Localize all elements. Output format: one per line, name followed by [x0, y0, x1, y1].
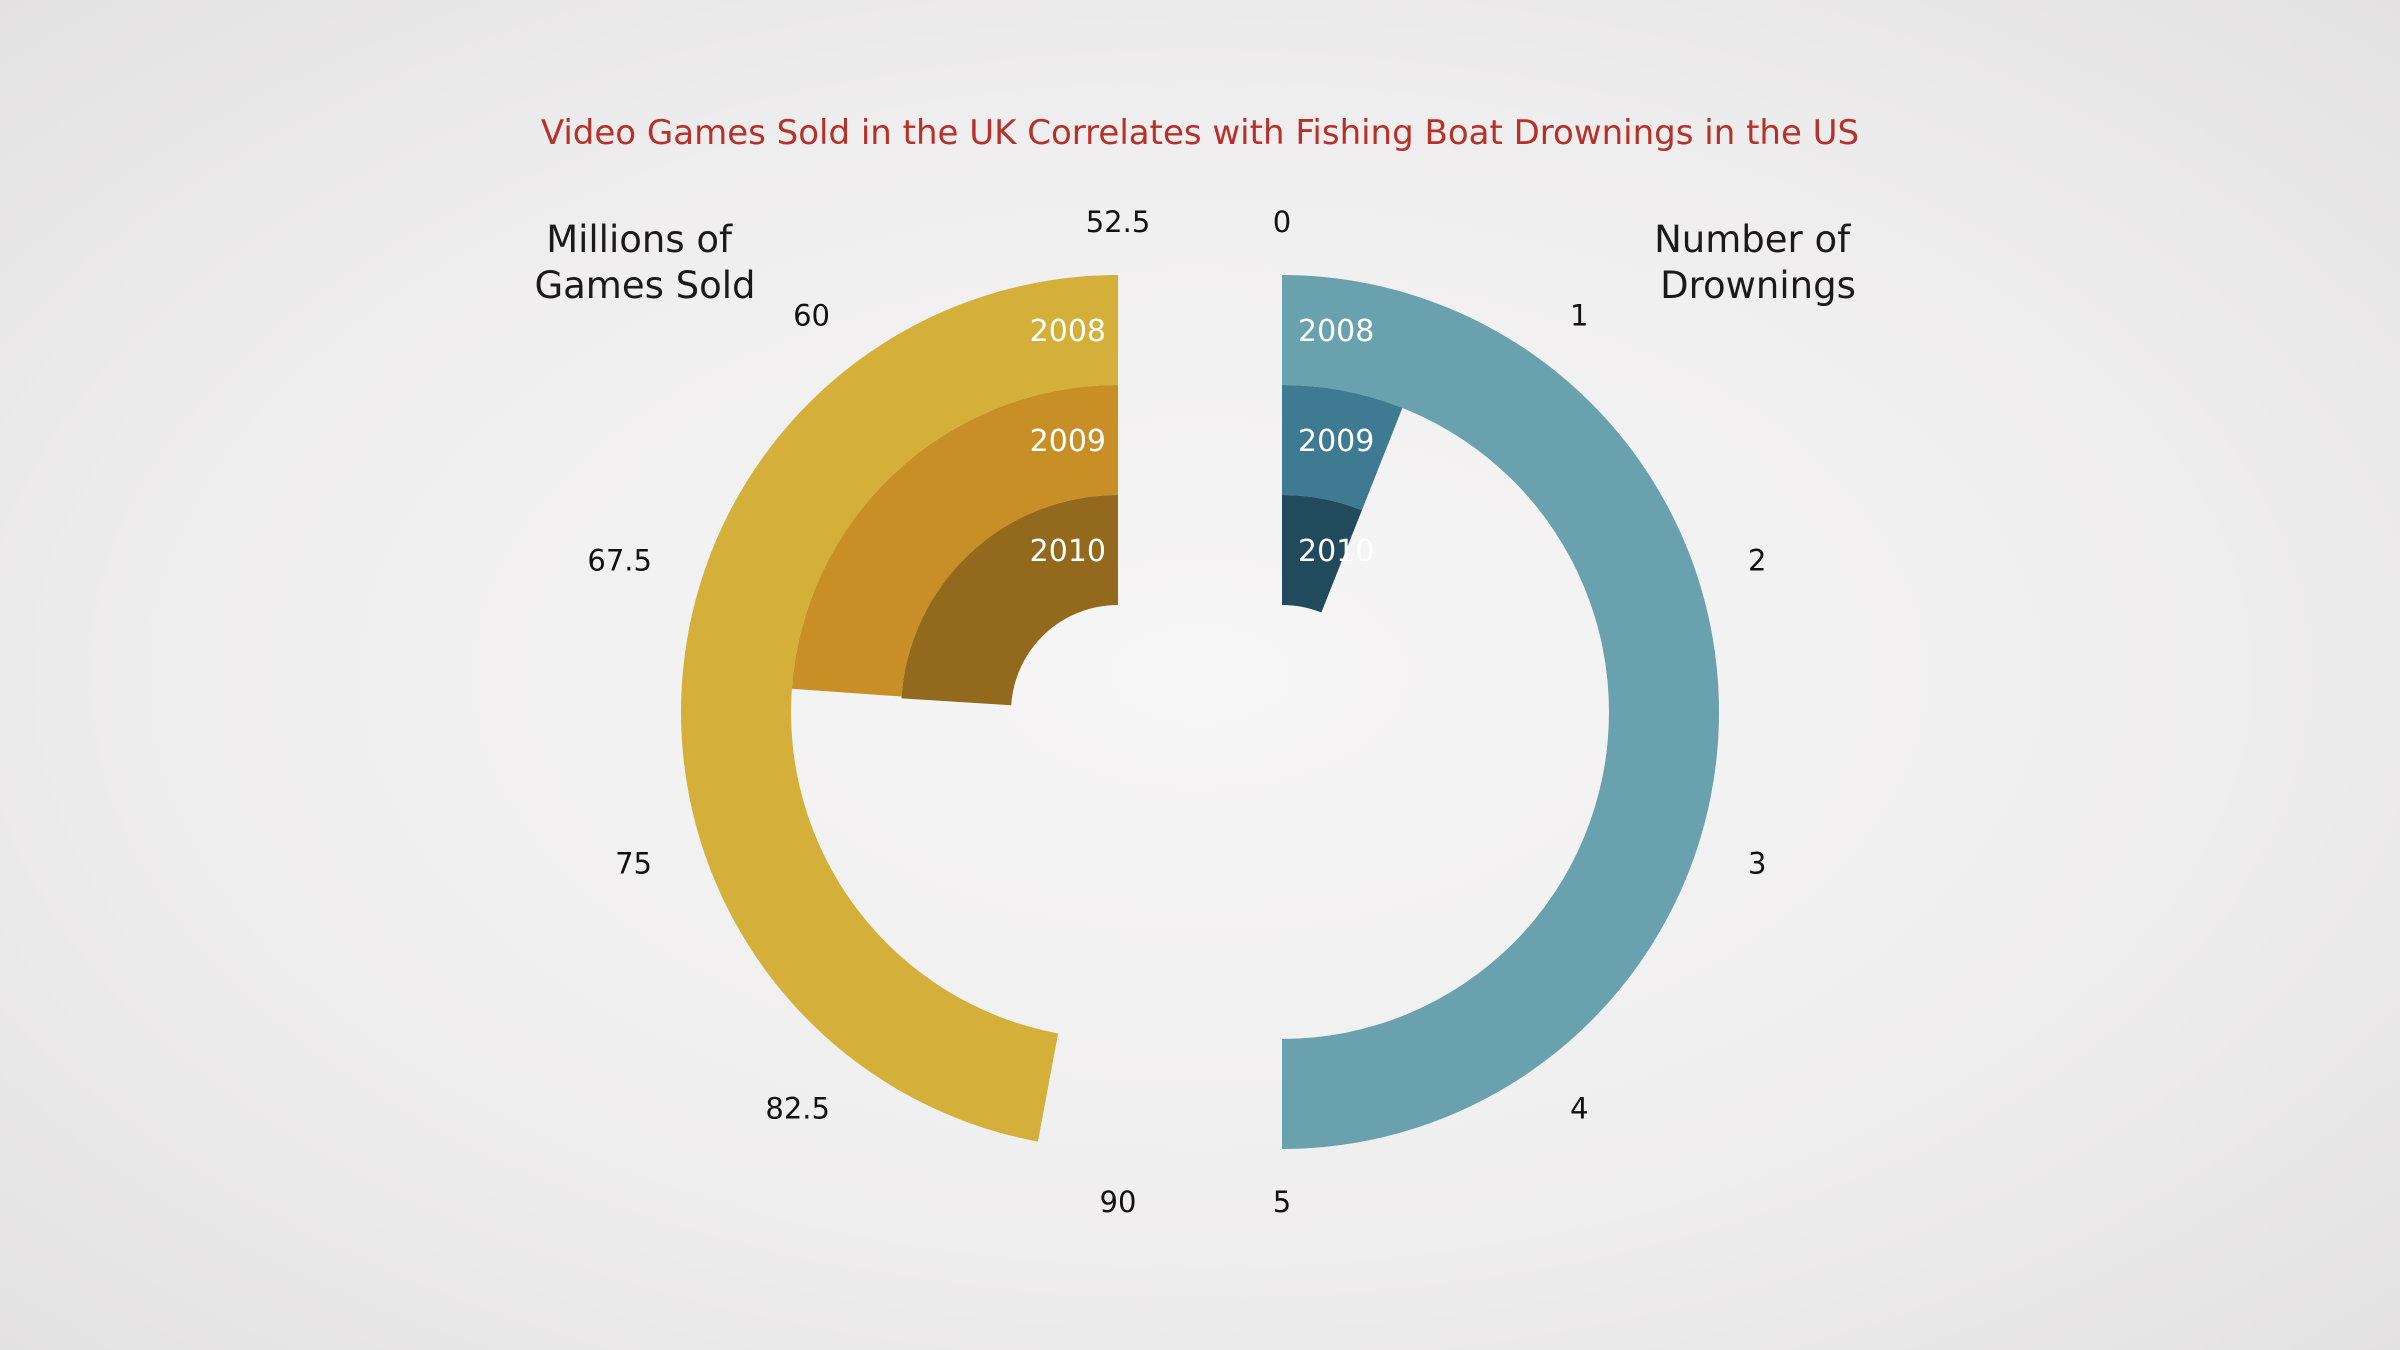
left-axis-title: Millions of Games Sold [534, 218, 755, 307]
right-tick-label: 4 [1570, 1091, 1588, 1125]
right-arc-2009 [1282, 385, 1403, 511]
right-tick-label: 5 [1273, 1185, 1291, 1219]
left-tick-label: 90 [1100, 1185, 1137, 1219]
left-tick-label: 82.5 [765, 1091, 830, 1125]
right-year-label-2010: 2010 [1298, 534, 1374, 569]
left-arc-2009 [791, 385, 1118, 697]
right-axis-title-line-1: Number of [1654, 218, 1851, 261]
right-tick-label: 1 [1570, 299, 1588, 333]
left-tick-label: 60 [793, 299, 830, 333]
left-year-label-2010: 2010 [1030, 534, 1106, 569]
year-labels: 2008 2009 2010 2008 2009 2010 [1030, 314, 1375, 569]
left-year-label-2008: 2008 [1030, 314, 1106, 349]
left-axis-title-line-1: Millions of [546, 218, 733, 261]
right-year-label-2008: 2008 [1298, 314, 1374, 349]
left-tick-label: 52.5 [1086, 205, 1151, 239]
right-tick-label: 0 [1273, 205, 1291, 239]
right-arcs [1282, 275, 1719, 1149]
right-year-label-2009: 2009 [1298, 424, 1374, 459]
right-arc-2010 [1282, 495, 1362, 613]
left-tick-label: 75 [615, 846, 652, 880]
left-tick-label: 67.5 [587, 544, 652, 578]
left-arc-2010 [901, 495, 1118, 706]
right-axis-title: Number of Drownings [1654, 218, 1862, 307]
left-axis-title-line-2: Games Sold [534, 264, 755, 307]
right-tick-label: 3 [1748, 846, 1766, 880]
right-tick-label: 2 [1748, 544, 1766, 578]
right-arc-2008 [1282, 275, 1719, 1149]
left-arc-2008 [681, 275, 1118, 1142]
chart-title: Video Games Sold in the UK Correlates wi… [541, 113, 1859, 153]
left-arcs [681, 275, 1118, 1142]
left-year-label-2009: 2009 [1030, 424, 1106, 459]
right-axis-title-line-2: Drownings [1660, 264, 1856, 307]
tick-labels: 52.5 60 67.5 75 82.5 90 0 1 2 3 4 5 [587, 205, 1766, 1219]
